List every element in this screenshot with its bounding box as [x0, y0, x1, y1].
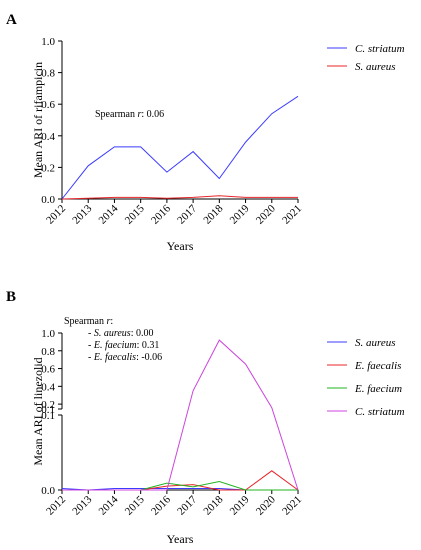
panel-a-series-line-1 — [61, 95, 299, 200]
panel-b-x-tick-label: 2018 — [201, 493, 225, 517]
panel-b-y-tick-label: 1.0 — [41, 328, 55, 340]
panel-a-legend-label: S. aureus — [355, 61, 396, 73]
panel-b-x-tick-label: 2013 — [70, 493, 94, 517]
panel-b-spearman-line: - E. faecium: 0.31 — [88, 340, 159, 351]
panel-b-x-tick-label: 2017 — [175, 493, 199, 517]
panel-a-y-title: Mean ARI of rifampicin — [31, 62, 45, 178]
panel-b-legend-label: S. aureus — [355, 337, 396, 349]
panel-b-y-tick-label: 0.2 — [41, 399, 55, 411]
panel-b-y-title: Mean ARI of linezolid — [31, 357, 45, 465]
panel-a-x-tick-label: 2019 — [228, 202, 252, 226]
panel-a-x-tick-label: 2012 — [44, 203, 68, 227]
panel-a-y-tick-label: 0.8 — [41, 68, 55, 80]
panel-a-x-tick-label: 2017 — [175, 202, 199, 226]
panel-a-x-tick-label: 2014 — [97, 202, 121, 226]
panel-b-legend-label: E. faecium — [354, 383, 402, 395]
panel-b-x-tick-label: 2015 — [123, 493, 147, 517]
panel-a-x-tick-label: 2016 — [149, 202, 173, 226]
panel-b-letter: B — [6, 289, 16, 305]
panel-a-x-tick-label: 2015 — [123, 202, 147, 226]
panel-a-y-tick-label: 0.2 — [41, 162, 55, 174]
panel-a-series-line-2 — [61, 195, 298, 200]
panel-b-x-tick-label: 2014 — [97, 493, 121, 517]
panel-b-x-tick-label: 2012 — [44, 494, 68, 518]
panel-a-spearman-annotation: Spearman r: 0.06 — [95, 109, 164, 120]
panel-a-y-tick-label: 0.4 — [41, 131, 55, 143]
panel-b-series-line-2 — [62, 470, 299, 491]
panel-a-y-tick-label: 1.0 — [41, 36, 55, 48]
panel-b-series-line-4 — [62, 339, 299, 491]
panel-b-x-tick-label: 2020 — [254, 493, 278, 517]
panel-b-legend-label: C. striatum — [355, 406, 405, 418]
panel-b-x-title: Years — [167, 532, 194, 546]
panel-b-x-tick-label: 2019 — [228, 493, 252, 517]
panel-a-x-tick-label: 2013 — [70, 202, 94, 226]
panel-a-legend-label: C. striatum — [355, 43, 405, 55]
panel-b-y-tick-label: 0.6 — [41, 364, 55, 376]
panel-a-y-tick-label: 0.0 — [41, 194, 55, 206]
panel-a-x-tick-label: 2018 — [201, 202, 225, 226]
panel-b-y-tick-label: 0.8 — [41, 346, 55, 358]
panel-b-spearman-line: - E. faecalis: -0.06 — [88, 352, 162, 363]
panel-b-legend-label: E. faecalis — [354, 360, 401, 372]
panel-b-spearman-header: Spearman r: — [64, 316, 113, 327]
panel-b-x-tick-label: 2021 — [280, 494, 304, 518]
panel-a-x-tick-label: 2020 — [254, 202, 278, 226]
panel-b-y-tick-label: 0.1 — [41, 404, 55, 416]
panel-a-x-tick-label: 2021 — [280, 203, 304, 227]
panel-b-y-tick-label: 0.1 — [41, 410, 55, 422]
panel-a-letter: A — [6, 12, 17, 28]
panel-a-x-title: Years — [167, 239, 194, 253]
panel-b-spearman-line: - S. aureus: 0.00 — [88, 328, 153, 339]
panel-b-x-tick-label: 2016 — [149, 493, 173, 517]
panel-b-y-tick-label: 0.0 — [41, 485, 55, 497]
panel-a-y-tick-label: 0.6 — [41, 99, 55, 111]
panel-b-y-tick-label: 0.4 — [41, 381, 55, 393]
